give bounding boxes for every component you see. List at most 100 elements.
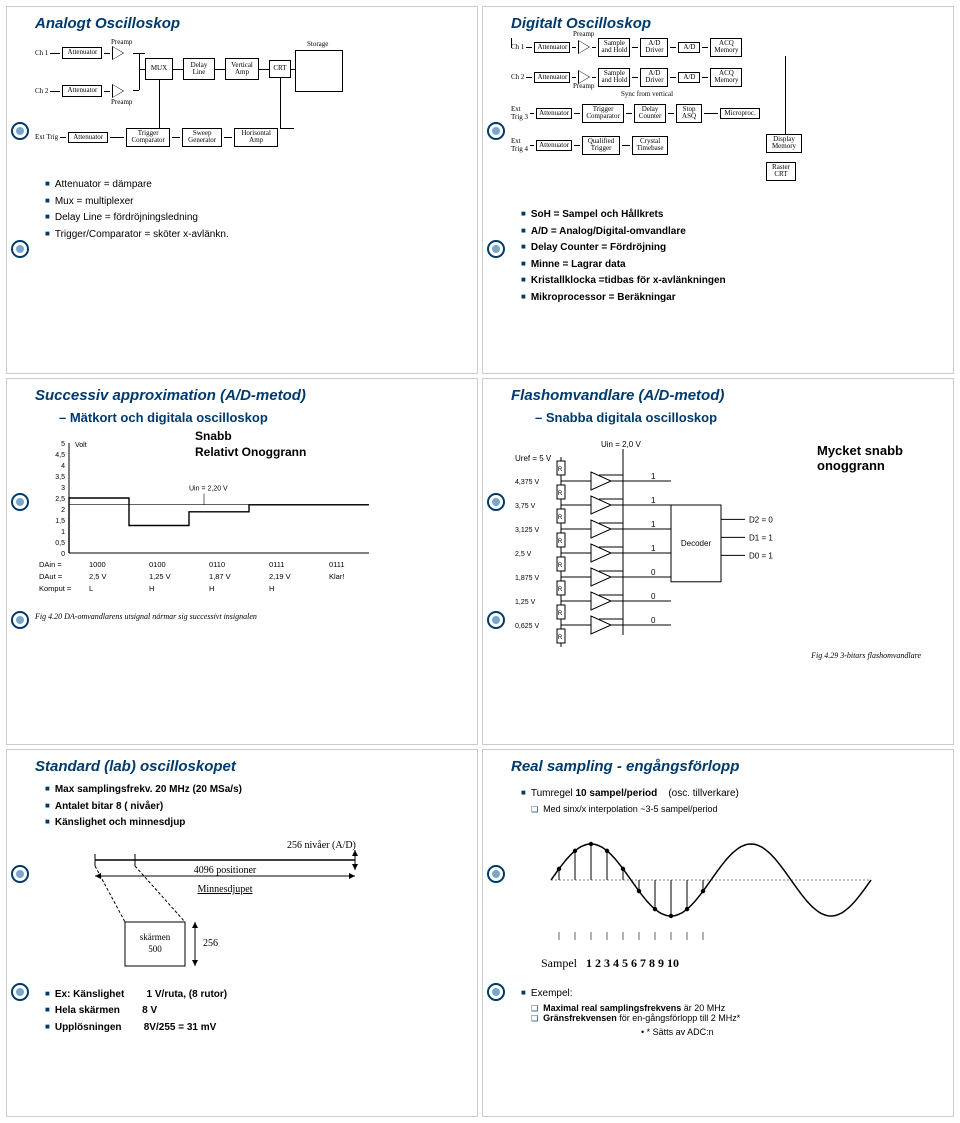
- svg-text:3: 3: [61, 485, 65, 492]
- svg-text:3,75 V: 3,75 V: [515, 503, 536, 510]
- panel6-title: Real sampling - engångsförlopp: [511, 758, 941, 775]
- svg-text:1,25 V: 1,25 V: [515, 599, 536, 606]
- exttrig-label: Ext Trig: [35, 133, 58, 141]
- svg-text:0: 0: [651, 568, 656, 577]
- snabb-label: Snabb: [195, 429, 232, 443]
- seal-decoration: [9, 122, 31, 258]
- svg-text:0111: 0111: [329, 560, 345, 569]
- sweep-gen-block: Sweep Generator: [182, 128, 222, 147]
- svg-text:skärmen: skärmen: [140, 932, 171, 942]
- svg-text:3,125 V: 3,125 V: [515, 527, 539, 534]
- svg-text:0,625 V: 0,625 V: [515, 623, 539, 630]
- flash-caption: Fig 4.29 3-bitars flashomvandlare: [511, 651, 921, 660]
- svg-text:1,25 V: 1,25 V: [149, 572, 171, 581]
- svg-text:2: 2: [61, 507, 65, 514]
- svg-text:4096 positioner: 4096 positioner: [194, 865, 257, 876]
- bullet-item: Antalet bitar 8 ( nivåer): [45, 800, 465, 814]
- svg-text:5: 5: [61, 441, 65, 448]
- svg-text:4,5: 4,5: [55, 452, 65, 459]
- mux-block: MUX: [145, 58, 173, 80]
- svg-text:Uin = 2,0 V: Uin = 2,0 V: [601, 440, 641, 449]
- svg-text:H: H: [209, 584, 214, 593]
- d-raster: Raster CRT: [766, 162, 796, 181]
- panel3-subtitle: – Mätkort och digitala oscilloskop: [59, 410, 465, 425]
- panel4-subtitle: – Snabba digitala oscilloskop: [535, 410, 941, 425]
- d-qtrig: Qualified Trigger: [582, 136, 620, 155]
- svg-text:Uref = 5 V: Uref = 5 V: [515, 454, 552, 463]
- panel3-title: Successiv approximation (A/D-metod): [35, 387, 465, 404]
- svg-text:1,87 V: 1,87 V: [209, 572, 231, 581]
- svg-text:D2 = 0: D2 = 0: [749, 515, 773, 524]
- svg-text:H: H: [149, 584, 154, 593]
- panel-analog-oscilloscope: Analogt Oscilloskop Ch 1 Attenuator Prea…: [6, 6, 478, 374]
- d-dmem: Display Memory: [766, 134, 802, 153]
- d-xtal: Crystal Timebase: [632, 136, 668, 155]
- bullet-item: SoH = Sampel och Hållkrets: [521, 208, 941, 222]
- panel-standard-lab: Standard (lab) oscilloskopet Max samplin…: [6, 749, 478, 1117]
- d-atten2: Attenuator: [534, 72, 570, 83]
- svg-text:DAin =: DAin =: [39, 560, 62, 569]
- preamp-icon: [112, 46, 124, 60]
- ex-bullets: Maximal real samplingsfrekvens är 20 MHz…: [531, 1003, 941, 1023]
- svg-text:R: R: [558, 467, 563, 473]
- bullet-item: Delay Counter = Fördröjning: [521, 241, 941, 255]
- d-ad1: A/D: [678, 42, 700, 53]
- sample-nums: 1 2 3 4 5 6 7 8 9 10: [586, 956, 679, 970]
- seal-decoration: [9, 493, 31, 629]
- panel-successive-approx: Successiv approximation (A/D-metod) – Mä…: [6, 378, 478, 746]
- attenuator-block-3: Attenuator: [68, 132, 108, 143]
- svg-text:R: R: [558, 539, 563, 545]
- d-sah1: Sample and Hold: [598, 38, 630, 57]
- panel1-title: Analogt Oscilloskop: [35, 15, 465, 32]
- spec-bullets: Ex: Känslighet 1 V/ruta, (8 rutor) Hela …: [45, 988, 465, 1035]
- svg-text:4: 4: [61, 463, 65, 470]
- preamp-label: Preamp: [111, 38, 132, 46]
- digital-bullets: SoH = Sampel och Hållkrets A/D = Analog/…: [521, 208, 941, 304]
- svg-text:L: L: [89, 584, 93, 593]
- d-atten4: Attenuator: [536, 140, 572, 151]
- bullet-item: Attenuator = dämpare: [45, 178, 465, 192]
- svg-text:Minnesdjupet: Minnesdjupet: [198, 884, 253, 895]
- ch1-label: Ch 1: [35, 49, 48, 57]
- svg-text:R: R: [558, 491, 563, 497]
- svg-text:Volt: Volt: [75, 442, 87, 449]
- d-atten1: Attenuator: [534, 42, 570, 53]
- svg-text:1,875 V: 1,875 V: [515, 575, 539, 582]
- bullet-item: Mikroprocessor = Beräkningar: [521, 291, 941, 305]
- svg-text:0: 0: [651, 592, 656, 601]
- svg-text:R: R: [558, 563, 563, 569]
- delay-line-block: Delay Line: [183, 58, 215, 80]
- sub-item: Maximal real samplingsfrekvens är 20 MHz: [531, 1003, 941, 1013]
- panel-real-sampling: Real sampling - engångsförlopp Tumregel …: [482, 749, 954, 1117]
- d-et4-label: Ext Trig 4: [511, 137, 528, 153]
- std-bullets: Max samplingsfrekv. 20 MHz (20 MSa/s) An…: [45, 783, 465, 830]
- sub-item: Gränsfrekvensen för en-gångsförlopp till…: [531, 1013, 941, 1023]
- bullet-item: Ex: Känslighet 1 V/ruta, (8 rutor): [45, 988, 465, 1002]
- svg-text:R: R: [558, 635, 563, 641]
- flash-annot: Mycket snabb onoggrann: [817, 443, 903, 473]
- bullet-item: A/D = Analog/Digital-omvandlare: [521, 225, 941, 239]
- svg-text:0: 0: [651, 616, 656, 625]
- d-et3-label: Ext Trig 3: [511, 105, 528, 121]
- svg-text:1: 1: [651, 472, 656, 481]
- svg-text:R: R: [558, 587, 563, 593]
- storage-label: Storage: [307, 40, 328, 48]
- memory-diagram: 4096 positioner Minnesdjupet 256 nivåer (A…: [55, 840, 415, 980]
- svg-text:1: 1: [651, 520, 656, 529]
- d-ch1-label: Ch 1: [511, 43, 524, 51]
- flash-diagram: Uin = 2,0 VUref = 5 VRRRRRRRR4,375 V13,7…: [511, 437, 801, 647]
- svg-text:1: 1: [651, 496, 656, 505]
- d-addrv2: A/D Driver: [640, 68, 668, 87]
- attenuator-block-2: Attenuator: [62, 85, 102, 96]
- rs-sub: Med sinx/x interpolation ~3-5 sampel/per…: [531, 804, 941, 814]
- ch2-label: Ch 2: [35, 87, 48, 95]
- sar-chart: 54,543,532,521,510,50VoltUin = 2,20 VDAi…: [35, 433, 395, 608]
- svg-text:256 nivåer (A/D): 256 nivåer (A/D): [287, 840, 356, 851]
- d-atten3: Attenuator: [536, 108, 572, 119]
- footnote: • * Sätts av ADC:n: [641, 1027, 941, 1037]
- preamp2-label: Preamp: [111, 98, 132, 106]
- bullet-item: Tumregel 10 sampel/period (osc. tillverk…: [521, 787, 941, 801]
- seal-decoration: [485, 865, 507, 1001]
- d-acq1: ACQ Memory: [710, 38, 742, 57]
- svg-text:2,19 V: 2,19 V: [269, 572, 291, 581]
